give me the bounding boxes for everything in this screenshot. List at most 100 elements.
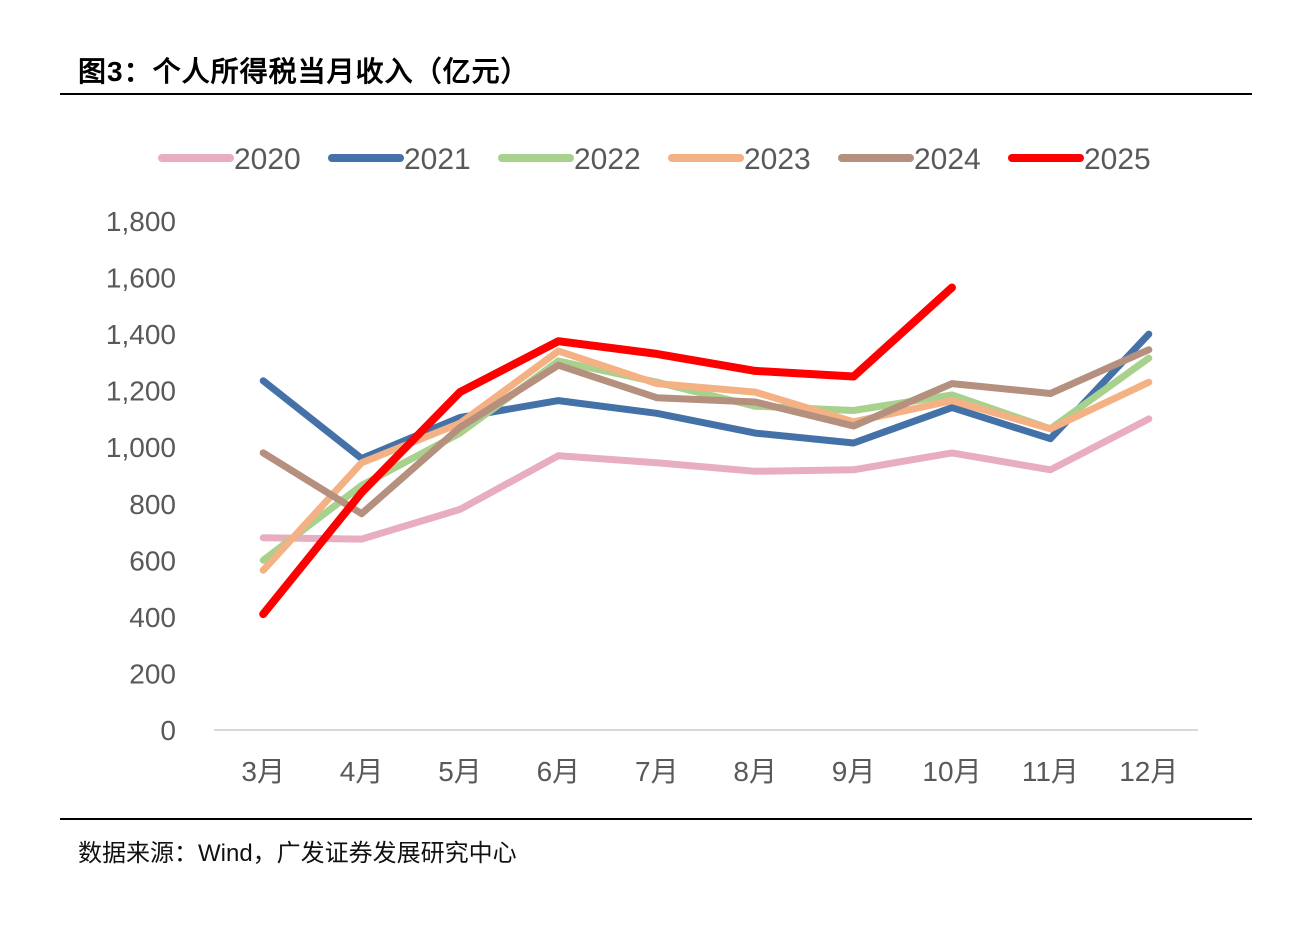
- data-point: [557, 350, 559, 352]
- data-point: [656, 462, 658, 464]
- y-tick-label: 600: [129, 545, 176, 576]
- data-point: [262, 537, 264, 539]
- data-point: [853, 376, 855, 378]
- data-point: [951, 286, 953, 288]
- data-point: [459, 508, 461, 510]
- legend-item-2020: 2020: [158, 143, 301, 176]
- data-point: [1049, 469, 1051, 471]
- data-point: [1148, 333, 1150, 335]
- data-point: [1148, 357, 1150, 359]
- data-point: [459, 432, 461, 434]
- legend-item-2025: 2025: [1008, 143, 1151, 176]
- data-point: [951, 400, 953, 402]
- data-point: [459, 391, 461, 393]
- data-point: [951, 394, 953, 396]
- data-point: [853, 421, 855, 423]
- data-point: [262, 559, 264, 561]
- data-point: [853, 469, 855, 471]
- bottom-rule: [60, 818, 1252, 820]
- data-point: [853, 425, 855, 427]
- source-note: 数据来源：Wind，广发证券发展研究中心: [78, 840, 517, 867]
- y-tick-label: 800: [129, 489, 176, 520]
- data-point: [459, 426, 461, 428]
- x-tick-label: 10月: [922, 756, 981, 787]
- y-tick-label: 1,600: [106, 263, 176, 294]
- data-point: [262, 380, 264, 382]
- series-2025: [259, 283, 956, 619]
- series-line-2024: [259, 346, 1153, 518]
- data-point: [361, 458, 363, 460]
- legend: 2020 2021 2022 2023 2024 2025: [158, 143, 1151, 176]
- legend-item-2022: 2022: [498, 143, 641, 176]
- data-point: [262, 613, 264, 615]
- y-tick-label: 1,800: [106, 206, 176, 237]
- data-point: [1049, 428, 1051, 430]
- data-point: [361, 462, 363, 464]
- x-tick-label: 6月: [537, 756, 581, 787]
- top-rule: [60, 93, 1252, 95]
- data-point: [361, 538, 363, 540]
- data-point: [754, 470, 756, 472]
- data-point: [1148, 349, 1150, 351]
- data-point: [853, 409, 855, 411]
- series-line-2025: [259, 283, 956, 619]
- figure-title: 图3：个人所得税当月收入（亿元）: [78, 56, 530, 87]
- x-tick-label: 5月: [438, 756, 482, 787]
- data-point: [557, 455, 559, 457]
- data-point: [656, 412, 658, 414]
- x-tick-label: 9月: [832, 756, 876, 787]
- legend-item-2023: 2023: [668, 143, 811, 176]
- data-point: [262, 452, 264, 454]
- legend-label: 2021: [404, 143, 471, 176]
- data-point: [1049, 392, 1051, 394]
- data-point: [656, 397, 658, 399]
- data-point: [557, 400, 559, 402]
- data-point: [853, 442, 855, 444]
- legend-label: 2025: [1084, 143, 1151, 176]
- series-group: [259, 283, 1153, 619]
- data-point: [262, 569, 264, 571]
- data-point: [459, 417, 461, 419]
- y-tick-label: 1,200: [106, 376, 176, 407]
- x-tick-label: 7月: [635, 756, 679, 787]
- x-axis: 3月 4月 5月 6月 7月 8月 9月 10月 11月 12月: [214, 729, 1198, 787]
- data-point: [951, 407, 953, 409]
- series-line-2020: [259, 415, 1153, 543]
- x-tick-label: 3月: [241, 756, 285, 787]
- y-tick-label: 400: [129, 602, 176, 633]
- x-tick-label: 8月: [733, 756, 777, 787]
- data-point: [656, 383, 658, 385]
- series-2024: [259, 346, 1153, 518]
- data-point: [754, 370, 756, 372]
- x-tick-label: 12月: [1119, 756, 1178, 787]
- data-point: [754, 432, 756, 434]
- legend-item-2021: 2021: [328, 143, 471, 176]
- y-tick-label: 1,000: [106, 432, 176, 463]
- y-axis: 0 200 400 600 800 1,000 1,200 1,400 1,600 1,800: [106, 206, 176, 746]
- data-point: [361, 513, 363, 515]
- series-2020: [259, 415, 1153, 543]
- legend-item-2024: 2024: [838, 143, 981, 176]
- x-tick-label: 11月: [1022, 756, 1079, 787]
- data-point: [951, 452, 953, 454]
- data-point: [557, 360, 559, 362]
- data-point: [557, 340, 559, 342]
- data-point: [656, 353, 658, 355]
- data-point: [754, 391, 756, 393]
- y-tick-label: 0: [160, 715, 176, 746]
- data-point: [1148, 418, 1150, 420]
- legend-label: 2020: [234, 143, 301, 176]
- x-tick-label: 4月: [340, 756, 384, 787]
- y-tick-label: 200: [129, 658, 176, 689]
- y-tick-label: 1,400: [106, 319, 176, 350]
- legend-label: 2022: [574, 143, 641, 176]
- data-point: [951, 383, 953, 385]
- data-point: [361, 484, 363, 486]
- legend-label: 2023: [744, 143, 811, 176]
- data-point: [754, 405, 756, 407]
- legend-label: 2024: [914, 143, 981, 176]
- data-point: [361, 491, 363, 493]
- data-point: [1148, 381, 1150, 383]
- data-point: [557, 364, 559, 366]
